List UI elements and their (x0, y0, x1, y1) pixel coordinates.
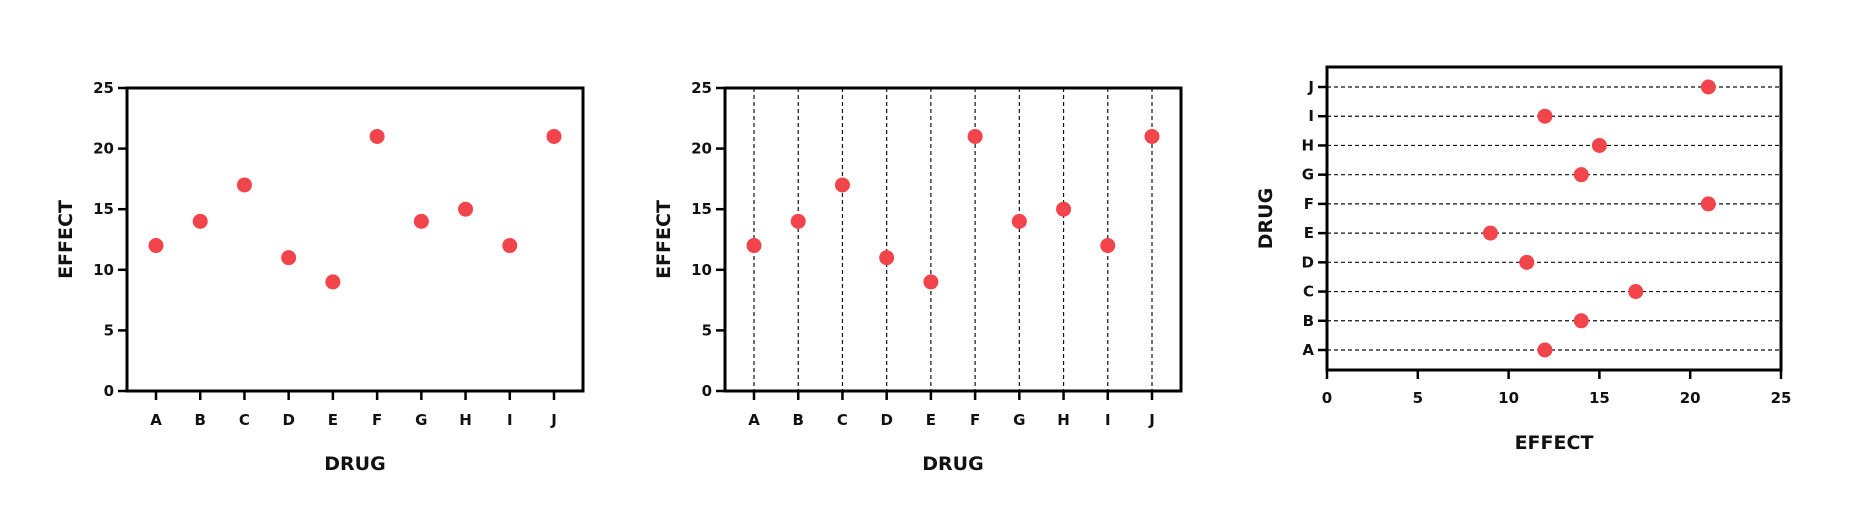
x-tick-label: 15 (1589, 389, 1610, 407)
x-tick-label: J (1148, 411, 1155, 429)
y-tick-label: 5 (702, 321, 712, 339)
data-point-F (967, 128, 983, 144)
x-tick-label: B (195, 411, 206, 429)
x-tick-label: C (837, 411, 848, 429)
chart-2-vertical-scatter-gridlines: 0 5 10 15 20 25 A B C D E F G H I J DRUG EFFECT (653, 79, 1183, 475)
x-tick-label: I (1105, 411, 1111, 429)
y-tick-label: J (1307, 78, 1314, 96)
data-point-E (923, 274, 939, 290)
data-point-C (1628, 284, 1644, 300)
y-tick-label: 20 (691, 140, 712, 158)
y-tick-label: I (1308, 107, 1314, 125)
x-tick-label: 25 (1771, 389, 1792, 407)
data-point-H (1591, 137, 1607, 153)
data-point-A (1537, 342, 1553, 358)
data-point-G (413, 213, 429, 229)
data-point-G (1011, 213, 1027, 229)
x-tick-label: A (748, 411, 760, 429)
y-tick-label: E (1304, 224, 1314, 242)
y-tick-label: 15 (93, 200, 114, 218)
x-tick-label: 20 (1680, 389, 1701, 407)
y-tick-label: 25 (93, 79, 114, 97)
data-point-B (192, 213, 208, 229)
x-tick-label: 0 (1322, 389, 1332, 407)
data-point-C (236, 177, 252, 193)
x-axis-title: EFFECT (1515, 432, 1594, 454)
y-tick-label: C (1303, 283, 1314, 301)
plot-frame (1325, 65, 1783, 372)
data-point-I (1537, 108, 1553, 124)
x-tick-label: C (239, 411, 250, 429)
data-point-D (1519, 254, 1535, 270)
x-tick-label: J (550, 411, 557, 429)
x-tick-label: I (507, 411, 513, 429)
data-point-F (1700, 196, 1716, 212)
x-axis-title: DRUG (324, 453, 385, 475)
x-axis-title: DRUG (922, 453, 983, 475)
x-tick-label: H (459, 411, 472, 429)
x-tick-label: 10 (1498, 389, 1519, 407)
y-tick-label: 10 (691, 261, 712, 279)
data-point-H (1056, 201, 1072, 217)
data-point-J (546, 128, 562, 144)
data-point-F (369, 128, 385, 144)
data-point-I (1100, 238, 1116, 254)
x-tick-label: E (926, 411, 936, 429)
data-point-H (458, 201, 474, 217)
data-point-A (746, 238, 762, 254)
y-tick-label: G (1302, 166, 1314, 184)
data-point-I (502, 238, 518, 254)
y-tick-label: 15 (691, 200, 712, 218)
x-tick-label: 5 (1413, 389, 1423, 407)
x-tick-label: G (1013, 411, 1025, 429)
y-tick-label: D (1302, 253, 1314, 271)
data-point-B (790, 213, 806, 229)
x-tick-label: B (793, 411, 804, 429)
y-axis-title: EFFECT (653, 200, 675, 279)
data-point-D (879, 250, 895, 266)
data-point-D (281, 250, 297, 266)
plot-frame (125, 86, 585, 393)
y-tick-label: 25 (691, 79, 712, 97)
y-axis-title: DRUG (1255, 188, 1277, 249)
y-tick-label: 5 (104, 321, 114, 339)
data-point-B (1573, 313, 1589, 329)
x-tick-label: F (970, 411, 980, 429)
data-point-J (1144, 128, 1160, 144)
x-tick-label: D (282, 411, 294, 429)
y-tick-label: F (1304, 195, 1314, 213)
x-tick-label: A (150, 411, 162, 429)
data-point-C (834, 177, 850, 193)
chart-1-vertical-scatter: 0 5 10 15 20 25 A B C D E F G H I J DRUG EFFECT (55, 79, 585, 475)
y-tick-label: B (1303, 312, 1314, 330)
data-point-E (1482, 225, 1498, 241)
x-tick-label: F (372, 411, 382, 429)
y-tick-label: 10 (93, 261, 114, 279)
x-tick-label: H (1057, 411, 1070, 429)
data-point-G (1573, 167, 1589, 183)
plot-frame (723, 86, 1183, 393)
x-tick-label: G (415, 411, 427, 429)
x-tick-label: D (880, 411, 892, 429)
y-axis-title: EFFECT (55, 200, 77, 279)
data-point-J (1700, 79, 1716, 95)
y-tick-label: 0 (702, 382, 712, 400)
y-tick-label: A (1302, 341, 1314, 359)
y-tick-label: 20 (93, 140, 114, 158)
data-point-A (148, 238, 164, 254)
x-tick-label: E (328, 411, 338, 429)
y-tick-label: H (1301, 136, 1314, 154)
data-point-E (325, 274, 341, 290)
y-tick-label: 0 (104, 382, 114, 400)
